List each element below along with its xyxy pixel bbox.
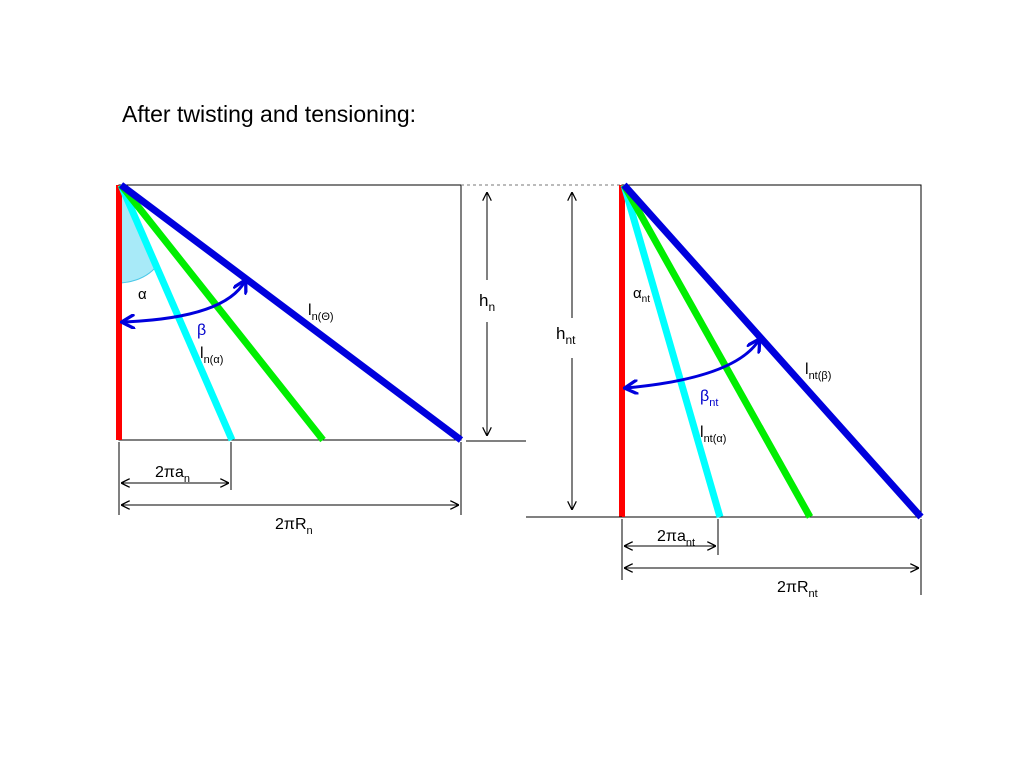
- right-h-label: hnt: [556, 324, 576, 347]
- page-title: After twisting and tensioning:: [122, 101, 417, 127]
- left-h-label: hn: [479, 291, 495, 314]
- left-blue-line: [118, 182, 464, 443]
- left-a-label: 2πan: [155, 464, 190, 485]
- left-alpha-label: α: [138, 286, 147, 303]
- right-blue-line: [621, 182, 924, 520]
- right-beta-arrow: [626, 340, 759, 388]
- right-beta-label: βnt: [700, 388, 718, 409]
- left-l-theta-label: ln(Θ): [308, 302, 334, 323]
- right-green-line: [620, 183, 814, 519]
- right-diagram: αnt βnt lnt(β) lnt(α) hnt 2πant 2πRnt: [526, 182, 924, 600]
- left-l-alpha-label: ln(α): [200, 345, 223, 366]
- right-alpha-label: αnt: [633, 285, 650, 305]
- right-a-label: 2πant: [657, 528, 695, 549]
- left-beta-arrow: [123, 281, 245, 322]
- right-l-alpha-label: lnt(α): [700, 424, 726, 445]
- left-R-label: 2πRn: [275, 516, 313, 537]
- right-l-beta-label: lnt(β): [805, 361, 831, 382]
- left-beta-label: β: [197, 322, 206, 339]
- left-diagram: α β ln(Θ) ln(α) hn 2πan 2πRn: [116, 182, 624, 537]
- right-R-label: 2πRnt: [777, 579, 818, 600]
